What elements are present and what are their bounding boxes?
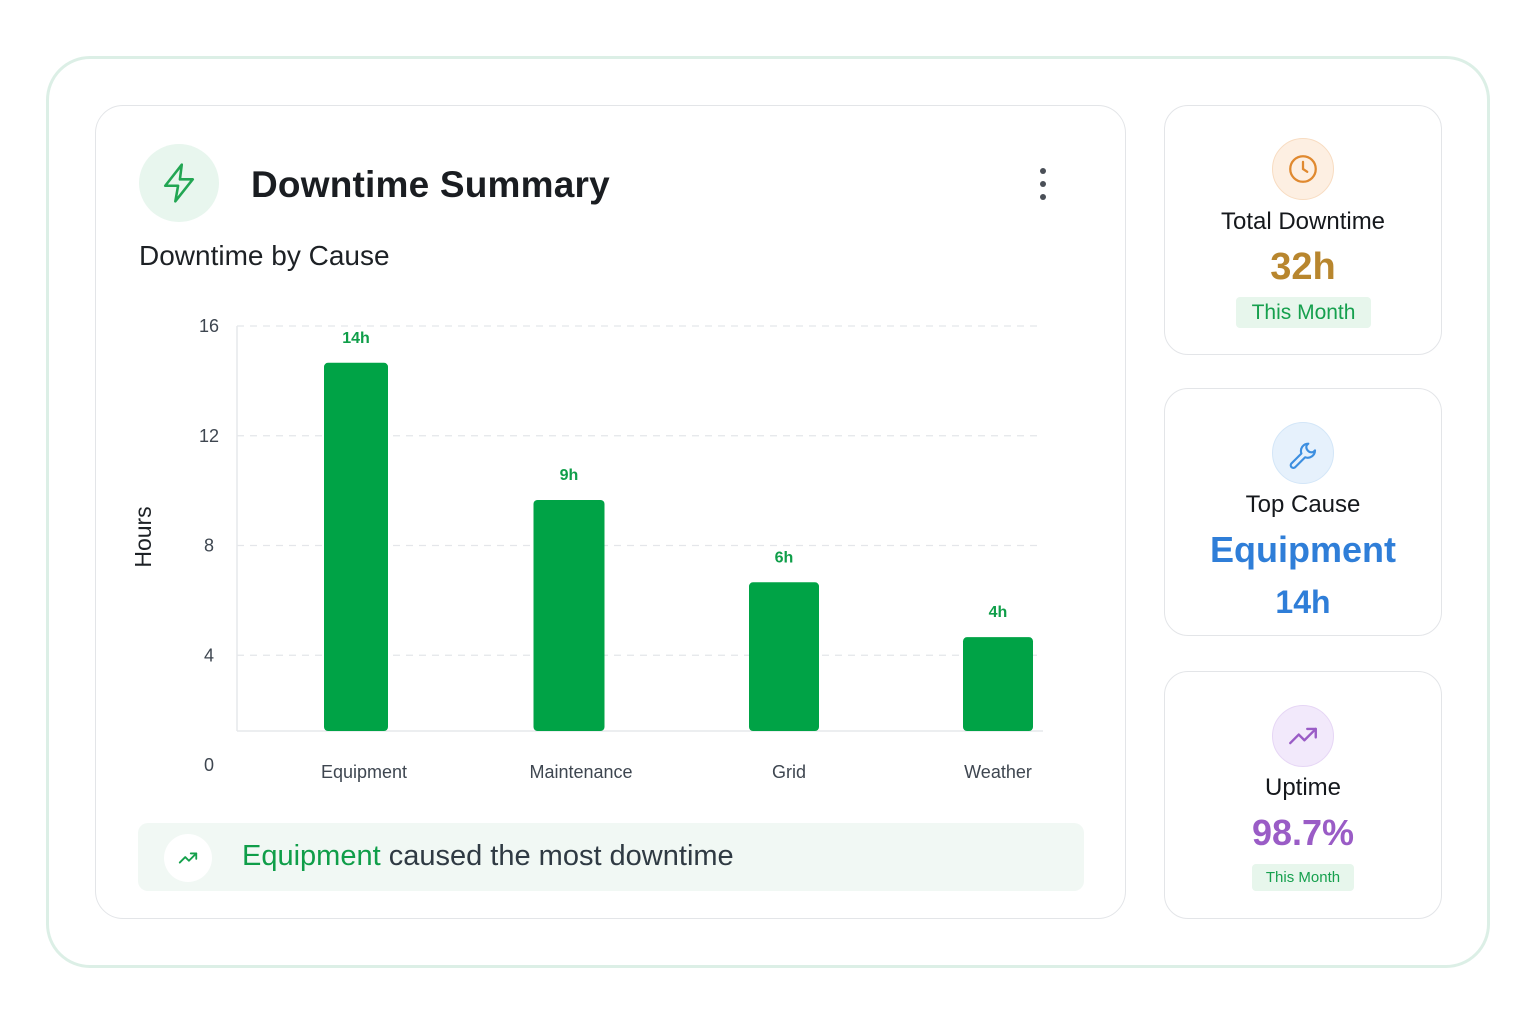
clock-icon-badge bbox=[1272, 138, 1334, 200]
uptime-value: 98.7% bbox=[1251, 812, 1355, 853]
insight-message: caused the most downtime bbox=[380, 840, 734, 872]
insight-highlight: Equipment bbox=[242, 840, 381, 872]
total-downtime-value: 32h bbox=[1270, 246, 1336, 288]
top-cause-label: Top Cause bbox=[1245, 491, 1361, 518]
top-cause-value: Equipment bbox=[1210, 529, 1396, 570]
insight-text: Equipment caused the most downtime bbox=[242, 840, 734, 873]
lightning-bolt-icon bbox=[163, 163, 195, 203]
insight-banner bbox=[138, 823, 1084, 891]
lightning-bolt-badge bbox=[139, 144, 219, 222]
wrench-icon-badge bbox=[1272, 422, 1334, 484]
downtime-summary-card bbox=[95, 105, 1126, 919]
trend-up-icon bbox=[1289, 727, 1317, 745]
chart-subtitle: Downtime by Cause bbox=[139, 240, 390, 271]
uptime-period-badge: This Month bbox=[1252, 864, 1354, 891]
wrench-icon bbox=[1289, 442, 1317, 469]
trend-up-icon-badge bbox=[1272, 705, 1334, 767]
uptime-label: Uptime bbox=[1264, 774, 1342, 801]
total-downtime-period-badge: This Month bbox=[1236, 297, 1371, 328]
kebab-menu-icon[interactable] bbox=[1028, 166, 1058, 202]
clock-icon bbox=[1289, 155, 1317, 183]
trend-up-icon bbox=[178, 852, 198, 864]
total-downtime-label: Total Downtime bbox=[1220, 208, 1386, 235]
top-cause-hours: 14h bbox=[1275, 584, 1331, 620]
card-title: Downtime Summary bbox=[251, 164, 610, 205]
insight-icon-badge bbox=[164, 834, 212, 882]
